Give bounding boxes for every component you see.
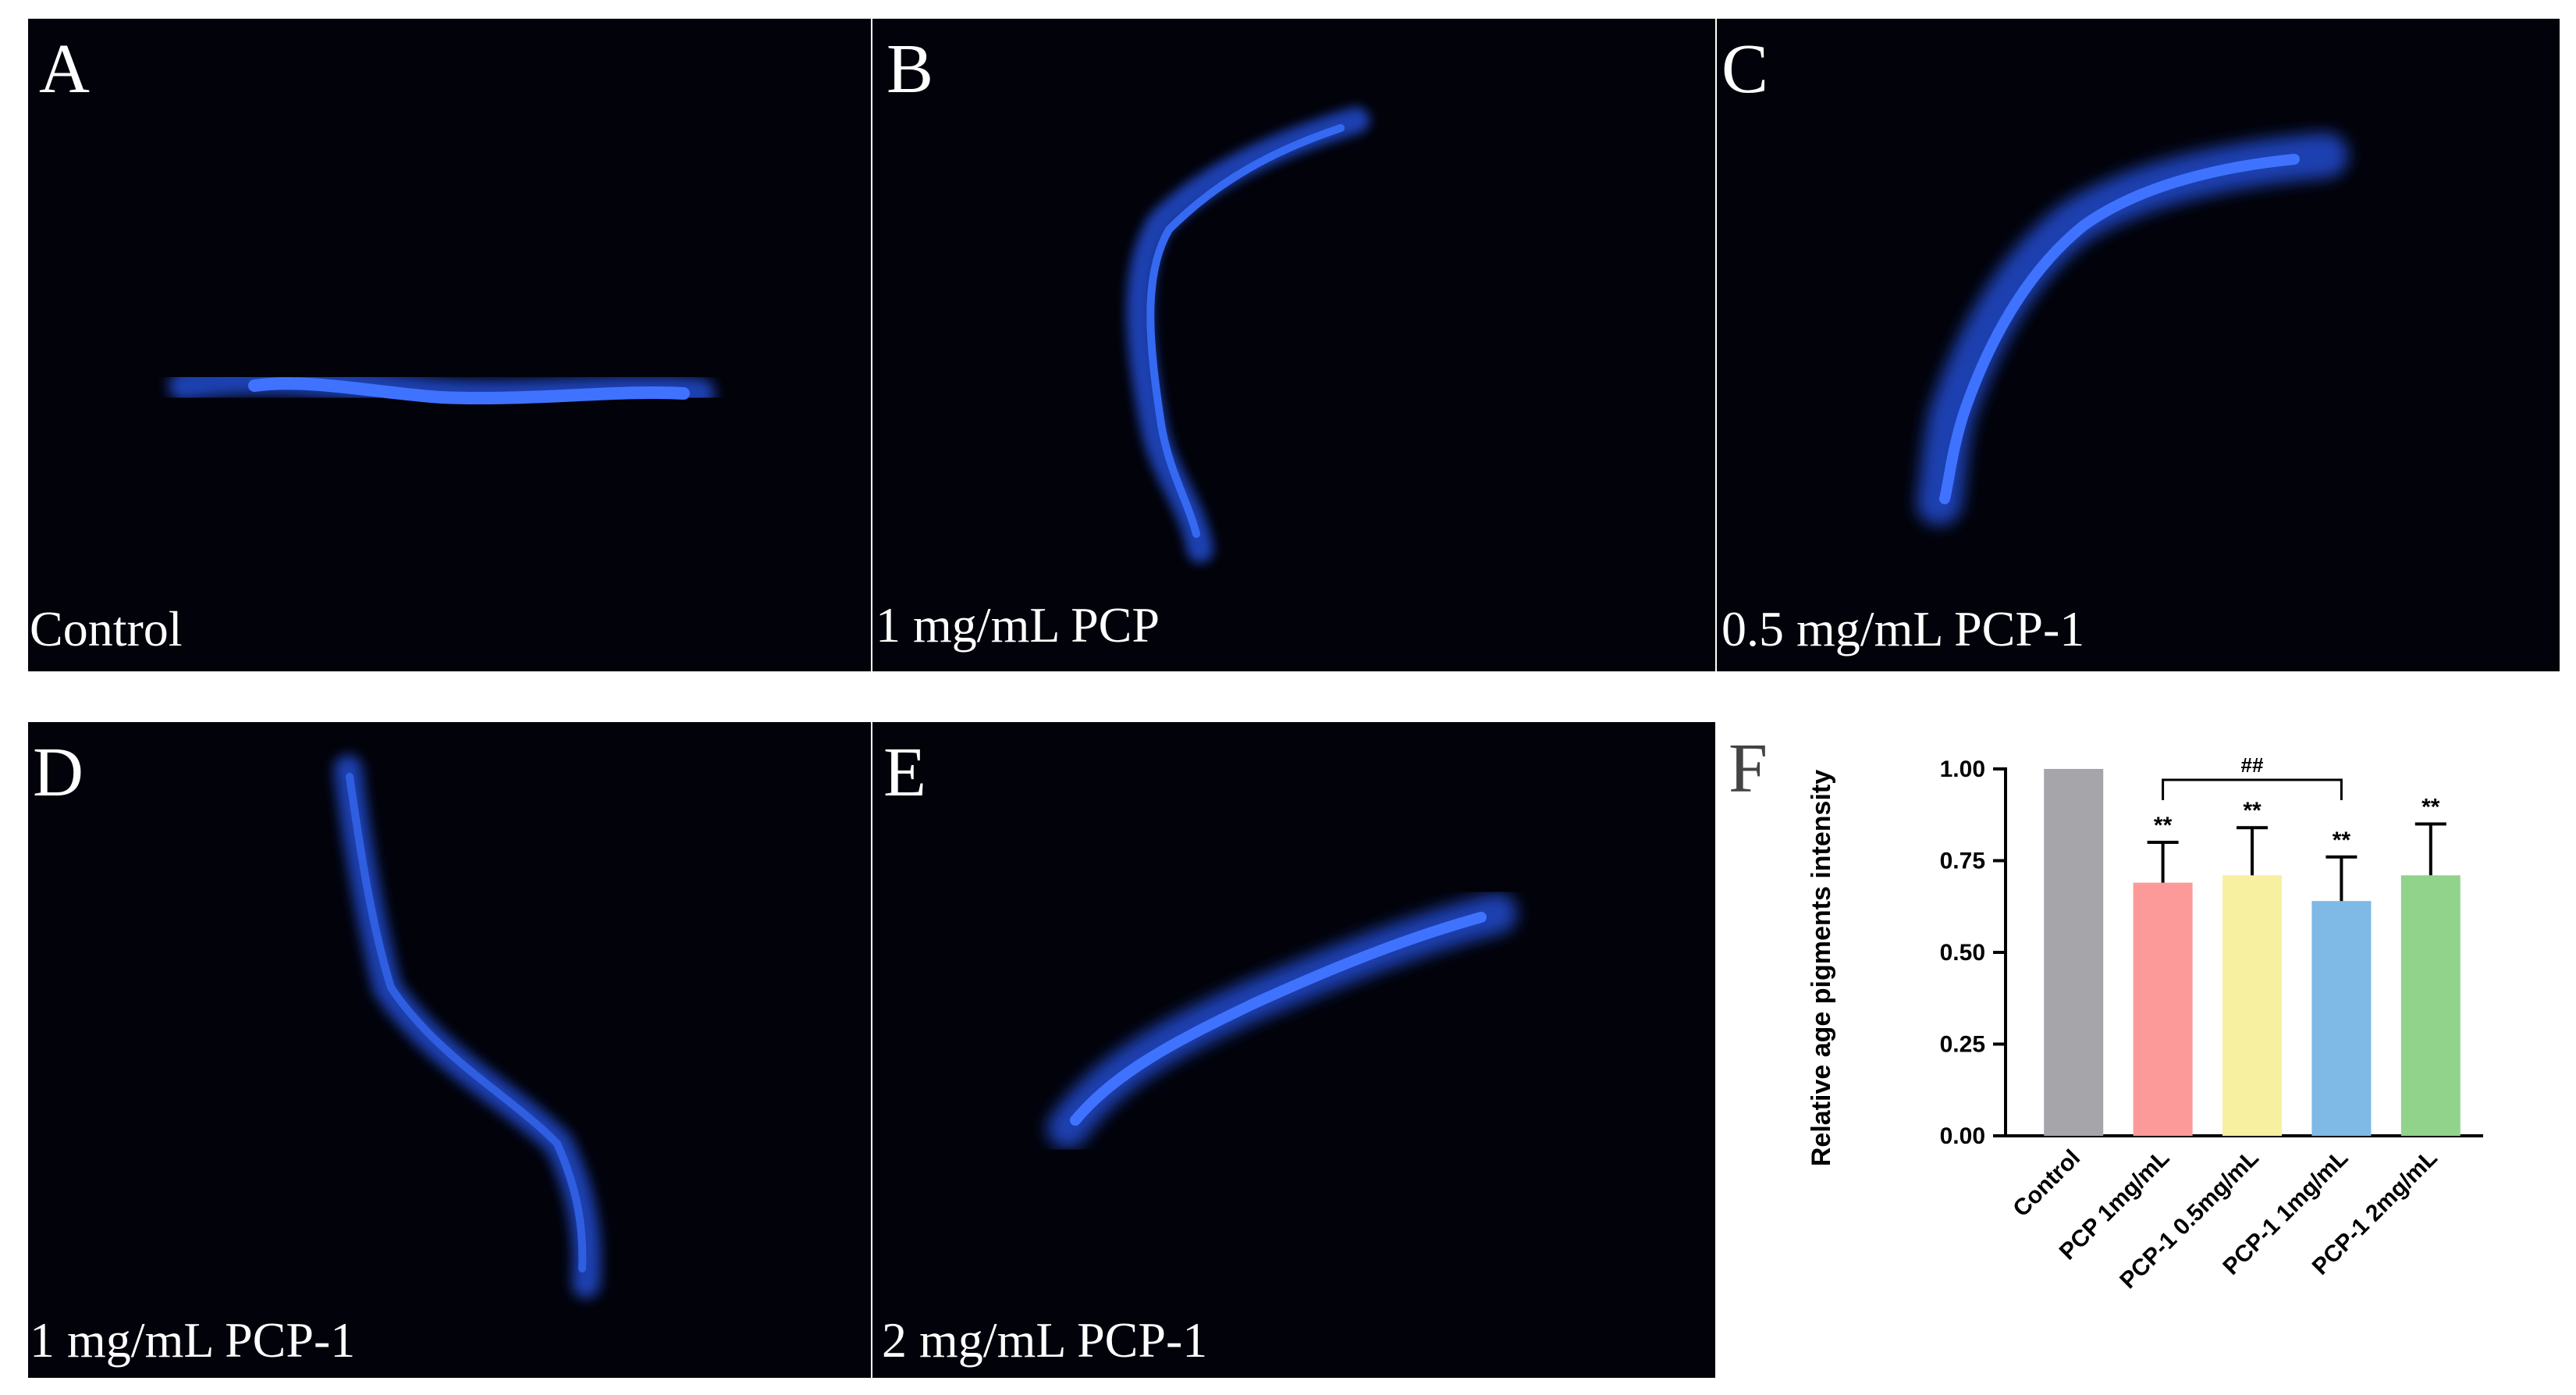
bar — [2044, 769, 2104, 1136]
worm-c-graphic — [1917, 133, 2348, 525]
bar — [2133, 882, 2193, 1136]
y-tick-label: 0.00 — [1940, 1123, 1985, 1149]
comparison-bracket — [2162, 778, 2343, 800]
worm-a-graphic — [169, 363, 715, 411]
significance-label: ** — [2333, 827, 2351, 853]
panel-d-image: D 1 mg/mL PCP-1 — [28, 722, 871, 1378]
significance-label: ** — [2154, 813, 2173, 838]
panel-a-letter: A — [39, 30, 90, 108]
significance-label: ** — [2421, 795, 2440, 820]
panel-e-letter: E — [883, 734, 926, 811]
y-tick-label: 0.75 — [1940, 849, 1985, 874]
panel-e-caption: 2 mg/mL PCP-1 — [882, 1312, 1208, 1368]
panel-b-image: B 1 mg/mL PCP — [872, 19, 1715, 671]
worm-d-graphic — [334, 755, 602, 1298]
y-tick-label: 1.00 — [1940, 756, 1985, 782]
panel-f-letter: F — [1729, 730, 1768, 807]
bar — [2400, 875, 2461, 1136]
x-tick-label: Control — [2008, 1145, 2085, 1222]
bar — [2222, 875, 2282, 1136]
panel-c-caption: 0.5 mg/mL PCP-1 — [1721, 601, 2085, 657]
panel-b-caption: 1 mg/mL PCP — [876, 597, 1160, 653]
y-tick-label: 0.25 — [1940, 1032, 1985, 1058]
y-axis-label: Relative age pigments intensity — [1807, 770, 1836, 1166]
panel-d-caption: 1 mg/mL PCP-1 — [30, 1312, 356, 1368]
panel-e-image: E 2 mg/mL PCP-1 — [872, 722, 1715, 1378]
panel-d-letter: D — [33, 734, 83, 811]
bracket-label: ## — [2241, 753, 2264, 777]
panel-a-image: A Control — [28, 19, 871, 671]
panel-a-caption: Control — [30, 601, 183, 657]
y-tick-label: 0.50 — [1940, 940, 1985, 966]
age-pigment-bar-chart: 0.00 0.25 0.50 0.75 1.00 Relative age pigment… — [1807, 753, 2483, 1294]
worm-e-graphic — [1047, 893, 1517, 1148]
panel-b-letter: B — [886, 30, 934, 108]
significance-label: ** — [2243, 798, 2262, 824]
panel-c-letter: C — [1721, 30, 1769, 108]
panel-c-image: C 0.5 mg/mL PCP-1 — [1717, 19, 2560, 671]
bar — [2311, 901, 2372, 1136]
worm-b-graphic — [1126, 107, 1370, 563]
